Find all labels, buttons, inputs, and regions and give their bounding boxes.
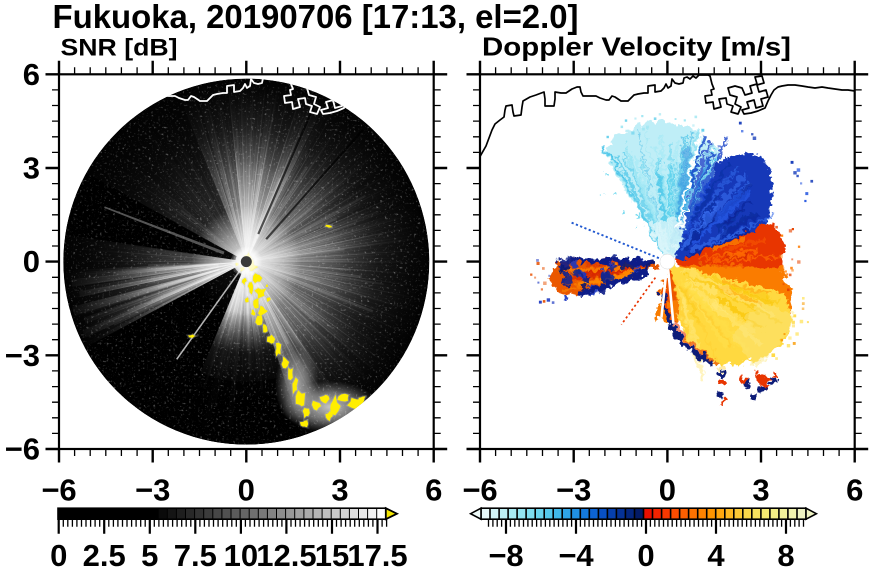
svg-text:−4: −4	[558, 538, 594, 570]
svg-text:3: 3	[23, 151, 40, 186]
svg-text:0: 0	[238, 473, 255, 508]
svg-text:0: 0	[50, 538, 67, 570]
svg-text:8: 8	[777, 538, 794, 570]
svg-text:0: 0	[659, 473, 676, 508]
svg-text:2.5: 2.5	[83, 538, 126, 570]
svg-text:6: 6	[846, 473, 863, 508]
svg-text:−3: −3	[135, 473, 170, 508]
svg-text:0: 0	[637, 538, 654, 570]
svg-text:10: 10	[224, 538, 258, 570]
svg-text:Fukuoka, 20190706 [17:13, el=2: Fukuoka, 20190706 [17:13, el=2.0]	[53, 0, 579, 35]
svg-text:3: 3	[752, 473, 769, 508]
svg-text:5: 5	[141, 538, 158, 570]
svg-text:−3: −3	[5, 338, 40, 373]
svg-text:−6: −6	[41, 473, 76, 508]
svg-text:12.5: 12.5	[256, 538, 316, 570]
svg-text:6: 6	[425, 473, 442, 508]
svg-text:7.5: 7.5	[174, 538, 217, 570]
svg-text:6: 6	[23, 57, 40, 92]
svg-text:3: 3	[331, 473, 348, 508]
svg-text:−6: −6	[5, 432, 40, 467]
svg-text:15: 15	[315, 538, 349, 570]
svg-text:−3: −3	[556, 473, 591, 508]
svg-text:4: 4	[707, 538, 725, 570]
svg-text:−8: −8	[488, 538, 523, 570]
svg-text:17.5: 17.5	[347, 538, 407, 570]
svg-text:Doppler Velocity [m/s]: Doppler Velocity [m/s]	[482, 32, 791, 62]
svg-text:SNR [dB]: SNR [dB]	[61, 34, 178, 61]
svg-text:0: 0	[23, 244, 40, 279]
svg-text:−6: −6	[462, 473, 497, 508]
